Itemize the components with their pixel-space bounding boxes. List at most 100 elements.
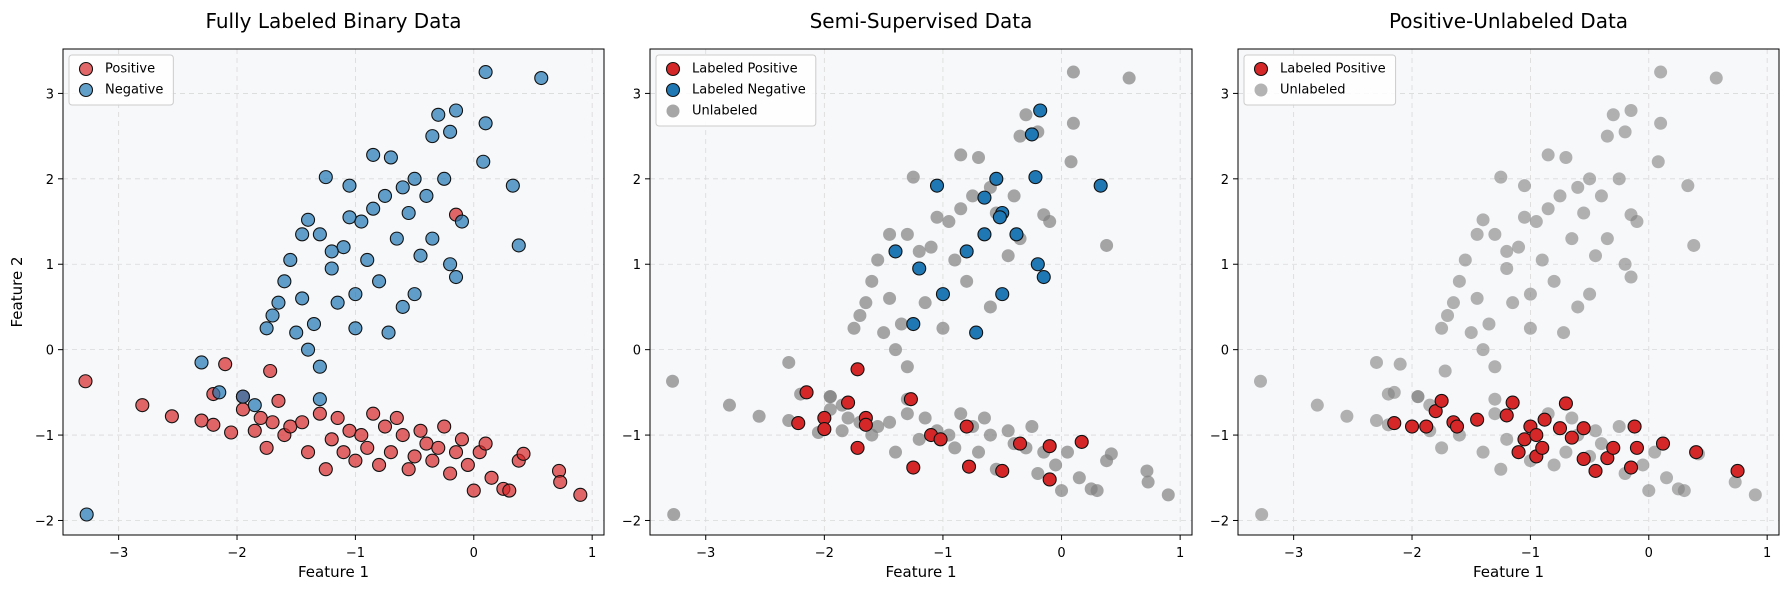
legend-label: Labeled Positive xyxy=(1280,62,1386,77)
point xyxy=(312,406,327,421)
point xyxy=(478,116,493,131)
point xyxy=(1642,484,1656,498)
point xyxy=(263,363,278,379)
point xyxy=(342,210,357,225)
point xyxy=(1557,326,1571,340)
point xyxy=(1571,180,1585,194)
point xyxy=(1612,420,1626,434)
point xyxy=(342,423,357,438)
point xyxy=(366,147,381,162)
point xyxy=(395,428,410,443)
point xyxy=(372,457,387,473)
point xyxy=(1019,108,1033,122)
point xyxy=(330,295,345,310)
point xyxy=(1434,393,1449,408)
legend-box xyxy=(68,54,174,106)
y-axis-label: Feature 2 xyxy=(8,257,26,328)
point xyxy=(983,428,997,442)
point xyxy=(1419,419,1434,434)
point xyxy=(454,214,469,229)
point xyxy=(960,274,974,288)
point xyxy=(1441,308,1455,322)
x-axis-label: Feature 1 xyxy=(886,563,957,581)
point xyxy=(377,419,393,434)
point xyxy=(850,362,865,377)
point xyxy=(534,70,549,86)
point xyxy=(1030,257,1045,272)
point xyxy=(954,148,968,162)
point xyxy=(1049,458,1063,472)
point xyxy=(413,248,428,263)
point xyxy=(389,410,404,426)
point xyxy=(360,440,375,455)
y-tick-label: 2 xyxy=(46,173,54,188)
point xyxy=(443,257,458,272)
legend-marker xyxy=(665,82,681,98)
point xyxy=(936,321,950,335)
point xyxy=(1588,463,1603,478)
point xyxy=(1476,213,1490,227)
axes-frame xyxy=(62,48,605,536)
point xyxy=(466,483,481,498)
x-tick-label: −2 xyxy=(1402,546,1421,561)
point xyxy=(389,231,404,246)
point xyxy=(1537,412,1552,427)
y-tick-label: 3 xyxy=(1221,87,1229,102)
point xyxy=(324,432,339,447)
point xyxy=(817,422,832,437)
point xyxy=(1446,296,1460,310)
point xyxy=(1387,416,1402,431)
point xyxy=(1748,488,1762,502)
point xyxy=(259,321,274,336)
point xyxy=(1535,253,1549,267)
point xyxy=(1553,189,1567,203)
point xyxy=(1624,270,1638,284)
point xyxy=(300,212,316,227)
point xyxy=(437,171,452,186)
y-tick-label: 2 xyxy=(633,173,641,188)
legend-marker xyxy=(1253,61,1269,77)
point xyxy=(1476,445,1490,459)
x-tick-label: 1 xyxy=(1763,546,1771,561)
point xyxy=(1060,445,1074,459)
point xyxy=(889,445,903,459)
point xyxy=(1648,445,1662,459)
point xyxy=(419,188,434,203)
plot-area xyxy=(63,49,604,535)
point xyxy=(1494,170,1508,184)
legend-marker xyxy=(665,61,681,77)
point xyxy=(959,419,974,434)
point xyxy=(336,445,351,460)
y-tick-label: 0 xyxy=(633,344,641,359)
point xyxy=(454,432,469,447)
point xyxy=(460,457,475,473)
point xyxy=(300,342,316,357)
legend-label: Unlabeled xyxy=(692,104,757,119)
point xyxy=(360,252,375,268)
point xyxy=(1627,419,1642,434)
point xyxy=(1488,227,1502,241)
point xyxy=(1655,436,1671,451)
point xyxy=(342,178,357,193)
x-tick-label: −2 xyxy=(815,546,834,561)
point xyxy=(1310,398,1324,412)
point xyxy=(1435,321,1449,335)
point xyxy=(1470,227,1484,241)
point xyxy=(930,210,944,224)
point xyxy=(437,419,452,434)
point xyxy=(306,316,322,332)
point xyxy=(1393,357,1407,371)
point xyxy=(1012,436,1028,451)
point xyxy=(1036,270,1051,285)
point xyxy=(823,390,837,404)
y-tick-label: 2 xyxy=(1221,173,1229,188)
point xyxy=(484,470,499,485)
point xyxy=(336,240,351,255)
point xyxy=(1681,179,1695,193)
point xyxy=(419,436,434,451)
legend-label: Labeled Positive xyxy=(692,62,798,77)
point xyxy=(1470,291,1484,305)
point xyxy=(395,299,410,314)
point xyxy=(1624,103,1638,117)
point xyxy=(1253,374,1267,388)
